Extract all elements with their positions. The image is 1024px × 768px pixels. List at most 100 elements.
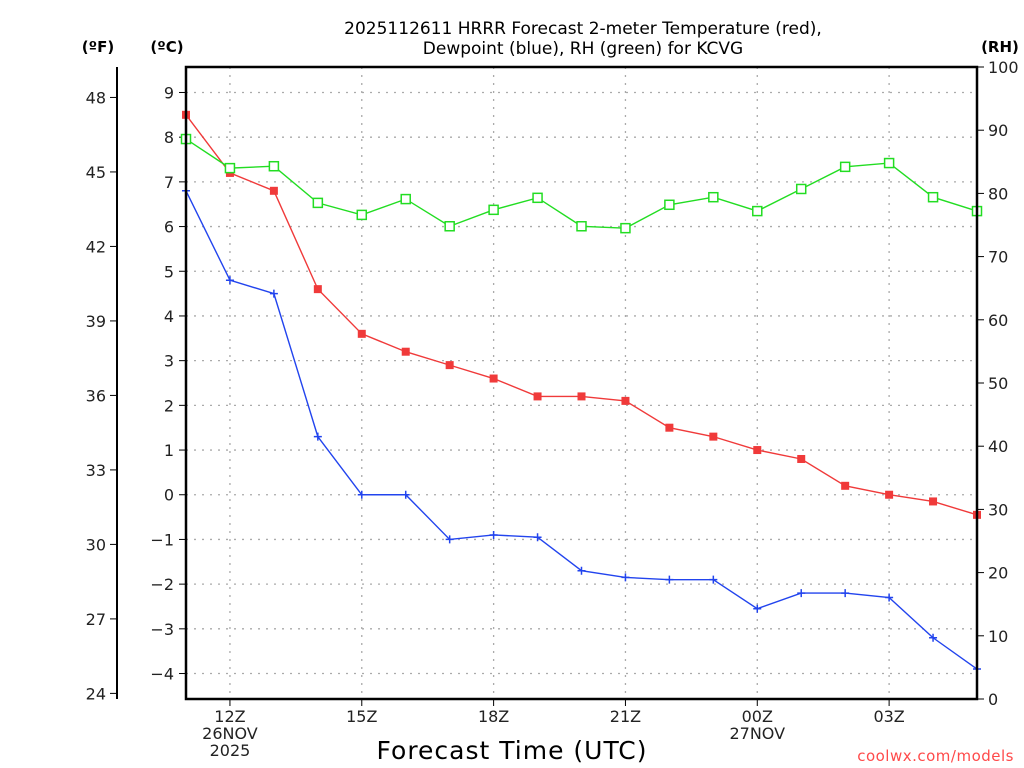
rh-line [185, 138, 978, 229]
dewpoint-point [577, 566, 586, 575]
dewpoint-point [313, 432, 322, 441]
temperature-point [797, 454, 806, 463]
x-tick-label: 00Z [742, 707, 773, 726]
celsius-tick-label: 3 [164, 352, 174, 371]
x-tick-label: 12Z [214, 707, 245, 726]
x-tick-label: 15Z [346, 707, 377, 726]
rh-tick-label: 40 [988, 437, 1008, 456]
celsius-tick-label: 7 [164, 173, 174, 192]
temperature-point [665, 423, 674, 432]
credit-link[interactable]: coolwx.com/models [857, 747, 1014, 765]
celsius-tick-label: −1 [150, 530, 174, 549]
celsius-tick-label: −3 [150, 620, 174, 639]
temperature-point [489, 374, 498, 383]
x-tick-label: 21Z [610, 707, 641, 726]
temperature-point [621, 396, 630, 405]
dewpoint-point [841, 589, 850, 598]
temperature-point [357, 329, 366, 338]
celsius-axis-label: (ºC) [150, 38, 183, 56]
temperature-point [313, 285, 322, 294]
fahrenheit-axis-label: (ºF) [82, 38, 114, 56]
rh-tick-label: 50 [988, 374, 1008, 393]
celsius-tick-label: 2 [164, 396, 174, 415]
fahrenheit-tick-label: 24 [86, 684, 106, 703]
rh-point [620, 222, 631, 234]
dewpoint-point [401, 490, 410, 499]
celsius-tick-label: −4 [150, 665, 174, 684]
temperature-point [269, 186, 278, 195]
temperature-point [445, 361, 454, 370]
temperature-point [533, 392, 542, 401]
dewpoint-point [797, 589, 806, 598]
rh-point [356, 209, 368, 221]
rh-point [664, 199, 675, 211]
rh-point [400, 193, 411, 205]
x-tick-label: 18Z [478, 707, 509, 726]
rh-tick-label: 30 [988, 500, 1008, 519]
celsius-axis: 9 8 7 6 5 4 3 2 1 0 −1 −2 −3 −4 [150, 83, 186, 684]
temperature-point [929, 497, 938, 506]
rh-point [795, 183, 807, 195]
rh-point [752, 205, 763, 217]
series-layer [180, 110, 983, 674]
dewpoint-point [225, 276, 234, 285]
fahrenheit-tick-label: 39 [86, 312, 106, 331]
fahrenheit-axis: 48 45 42 39 36 33 30 27 24 [86, 67, 118, 703]
series-dewpoint [182, 186, 981, 674]
fahrenheit-tick-label: 45 [86, 163, 106, 182]
dewpoint-point [621, 573, 630, 582]
rh-point [576, 221, 587, 232]
dewpoint-point [533, 533, 542, 542]
celsius-tick-label: 8 [164, 128, 174, 147]
plot-frame [184, 65, 979, 701]
x-tick-date-label: 27NOV [729, 724, 785, 743]
rh-point [224, 162, 236, 174]
celsius-tick-label: 5 [164, 262, 174, 281]
celsius-tick-label: 9 [164, 83, 174, 102]
dewpoint-point [929, 633, 938, 642]
temperature-point [841, 481, 850, 490]
x-tick-date-label: 2025 [210, 741, 251, 760]
temperature-point [753, 446, 762, 455]
fahrenheit-tick-label: 27 [86, 610, 106, 629]
rh-point [708, 191, 719, 203]
celsius-tick-label: 1 [164, 441, 174, 460]
rh-tick-label: 80 [988, 184, 1008, 203]
fahrenheit-tick-label: 42 [86, 237, 106, 256]
dewpoint-point [269, 289, 278, 298]
rh-axis-label: (RH) [981, 38, 1019, 56]
dewpoint-point [489, 530, 498, 539]
celsius-tick-label: 6 [164, 218, 174, 237]
fahrenheit-tick-label: 48 [86, 88, 106, 107]
rh-tick-label: 10 [988, 627, 1008, 646]
rh-tick-label: 60 [988, 311, 1008, 330]
temperature-point [885, 490, 894, 499]
celsius-tick-label: −2 [150, 575, 174, 594]
chart-title: 2025112611 HRRR Forecast 2-meter Tempera… [344, 19, 822, 59]
dewpoint-point [665, 575, 674, 584]
title-line-1: 2025112611 HRRR Forecast 2-meter Tempera… [344, 19, 822, 39]
fahrenheit-tick-label: 30 [86, 535, 106, 554]
rh-point [488, 204, 499, 216]
celsius-tick-label: 4 [164, 307, 174, 326]
dewpoint-point [357, 490, 366, 499]
dewpoint-line [185, 190, 978, 670]
fahrenheit-tick-label: 36 [86, 386, 106, 405]
series-rh [180, 133, 983, 234]
rh-point [839, 161, 851, 173]
rh-tick-label: 0 [988, 690, 998, 709]
rh-point [883, 157, 895, 169]
temperature-line [185, 114, 978, 516]
rh-tick-label: 20 [988, 564, 1008, 583]
dewpoint-point [885, 593, 894, 602]
rh-point [444, 221, 455, 232]
x-tick-label: 03Z [873, 707, 904, 726]
temperature-point [577, 392, 586, 401]
rh-point [268, 160, 280, 172]
x-axis-title: Forecast Time (UTC) [377, 736, 648, 765]
title-line-2: Dewpoint (blue), RH (green) for KCVG [423, 39, 743, 59]
temperature-point [401, 347, 410, 356]
dewpoint-point [445, 535, 454, 544]
